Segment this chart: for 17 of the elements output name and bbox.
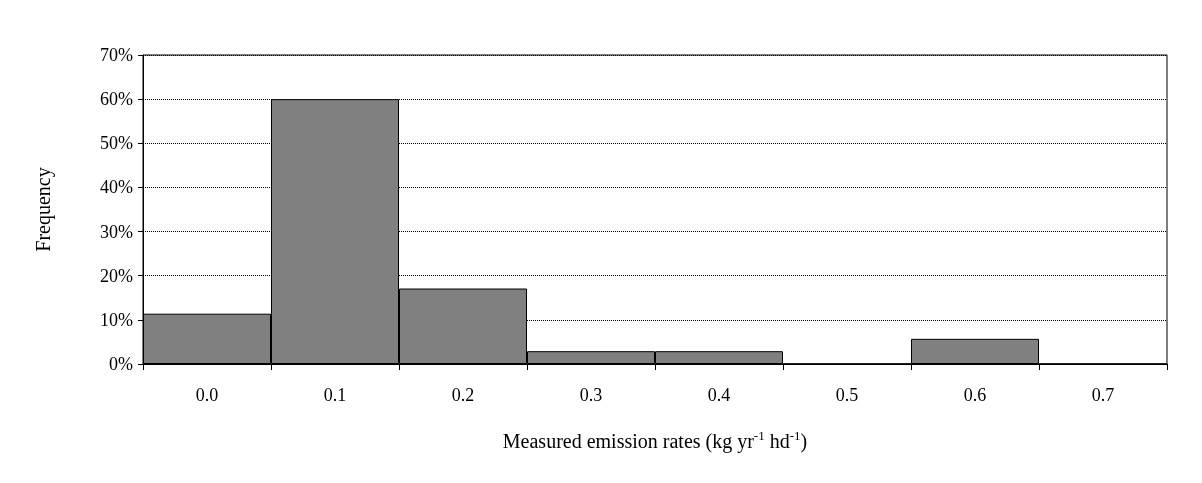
y-axis-title: Frequency — [32, 167, 55, 252]
x-tick-label: 0.0 — [195, 385, 219, 405]
x-tick-label: 0.5 — [835, 385, 859, 405]
y-tick-label: 0% — [109, 354, 133, 374]
y-tick-label: 60% — [100, 89, 133, 110]
y-tick-label: 30% — [100, 221, 133, 242]
x-tick-label: 0.4 — [707, 385, 731, 405]
y-tick-label: 50% — [100, 133, 133, 154]
x-tick-label: 0.3 — [579, 385, 603, 405]
x-tick-label: 0.1 — [323, 385, 347, 405]
y-tick-label: 40% — [100, 177, 133, 198]
y-tick-label: 70% — [100, 45, 133, 65]
x-tick-label: 0.2 — [451, 385, 475, 405]
x-tick-label: 0.6 — [963, 385, 987, 405]
x-tick-label: 0.7 — [1091, 385, 1115, 405]
y-tick-label: 10% — [100, 309, 133, 330]
y-tick-label: 20% — [100, 265, 133, 286]
